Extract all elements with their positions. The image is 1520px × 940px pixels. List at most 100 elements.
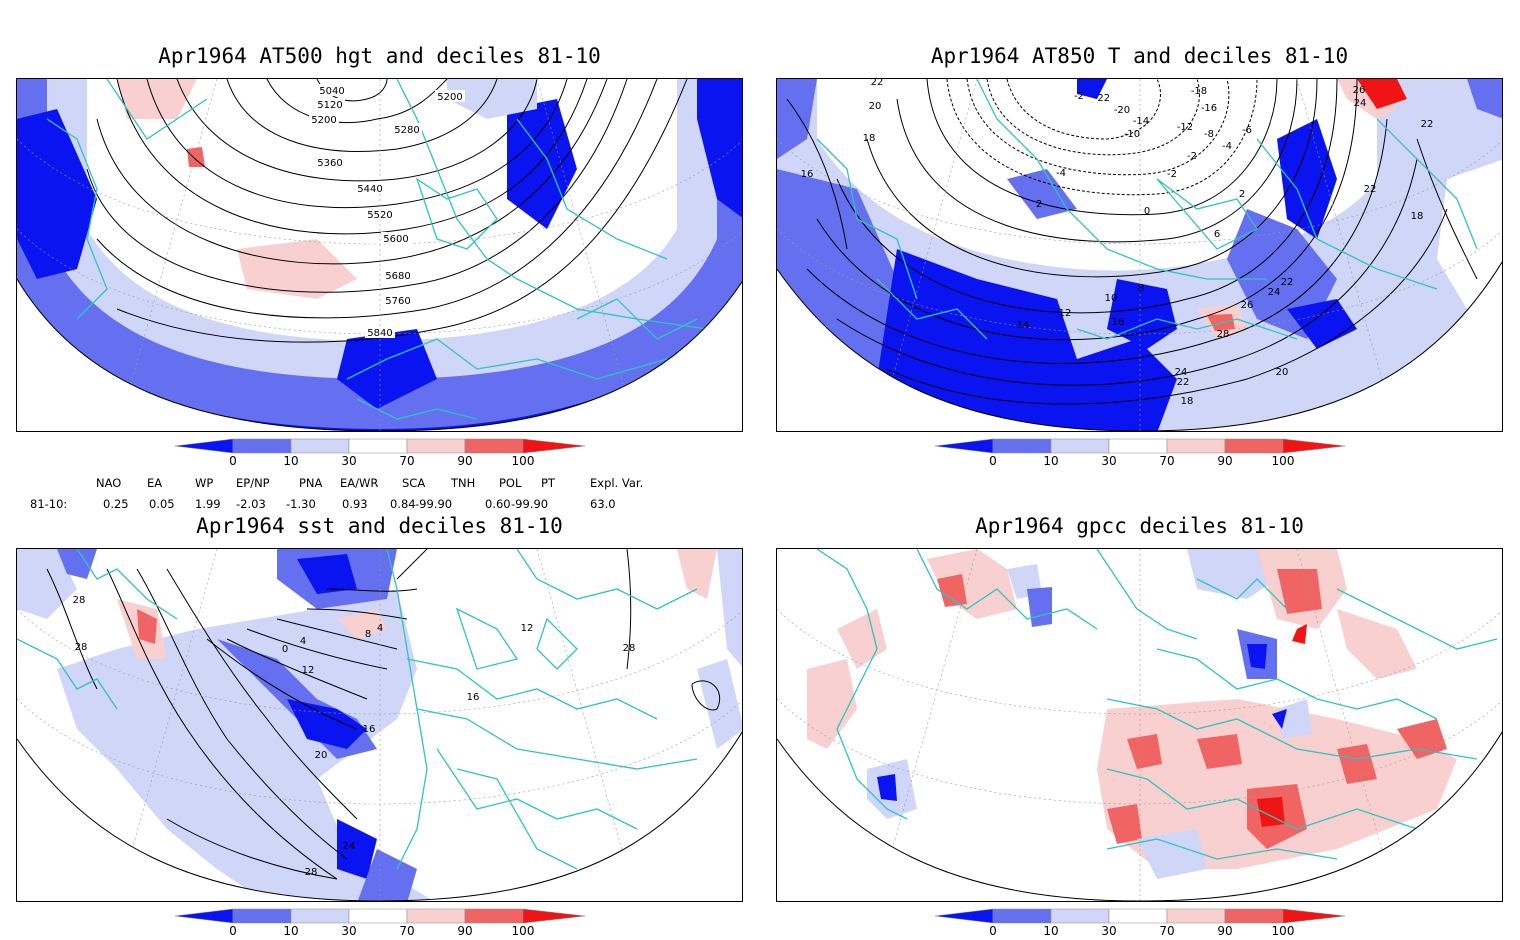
hgt-label: 5680	[385, 271, 410, 282]
colorbar-tick-label: 30	[341, 454, 357, 468]
colorbar-segment	[464, 438, 524, 454]
colorbar-graphic	[934, 908, 1346, 924]
hgt-label: 5040	[319, 86, 344, 97]
index-header: Expl. Var.	[590, 476, 644, 490]
hgt-label: 5200	[437, 92, 462, 103]
map-sst: 28 28 0 4 4 8 12 16 16 20 24 28 28 12	[16, 548, 743, 902]
t850-label: -4	[1056, 168, 1066, 179]
sst-label: 20	[315, 750, 328, 761]
colorbar-t850: 0 10 30 70 90 100	[934, 438, 1346, 469]
sst-label: 28	[73, 595, 86, 606]
colorbar-tick-label: 90	[1217, 454, 1233, 468]
index-value: -99.90	[511, 497, 549, 511]
map-gpcc	[776, 548, 1503, 902]
colorbar-tick-label: 100	[1271, 924, 1295, 938]
colorbar-segment	[1224, 438, 1284, 454]
panel-title-sst: Apr1964 sst and deciles 81-10	[196, 514, 563, 538]
colorbar-segment	[1166, 438, 1226, 454]
colorbar-tick-label: 0	[229, 454, 237, 468]
sst-label: 12	[302, 665, 315, 676]
index-row-label: 81-10:	[30, 497, 68, 511]
colorbar-segment	[232, 908, 292, 924]
t850-label: -6	[1242, 125, 1252, 136]
t850-label: 22	[1364, 184, 1377, 195]
hgt-label: 5120	[317, 100, 342, 111]
colorbar-tick-label: 0	[989, 924, 997, 938]
t850-label: -16	[1201, 103, 1217, 114]
t850-label: -12	[1177, 122, 1193, 133]
hgt-label: 5760	[385, 296, 410, 307]
index-value: 63.0	[590, 497, 616, 511]
index-value: 0.25	[103, 497, 129, 511]
colorbar-tick-label: 30	[1101, 924, 1117, 938]
t850-label: 18	[1411, 211, 1424, 222]
t850-label: 10	[1105, 293, 1118, 304]
t850-label: 22	[1281, 277, 1294, 288]
hgt-label: 5600	[383, 234, 408, 245]
sst-label: 16	[467, 692, 480, 703]
colorbar-segment	[1282, 908, 1346, 924]
colorbar-tick-label: 100	[511, 454, 535, 468]
index-header: WP	[195, 476, 214, 490]
colorbar-segment	[406, 908, 466, 924]
panel-title-gpcc: Apr1964 gpcc deciles 81-10	[975, 514, 1304, 538]
t850-label: -22	[1094, 93, 1110, 104]
t850-label: -2	[1187, 151, 1197, 162]
index-header: EA/WR	[340, 476, 379, 490]
colorbar-tick-label: 70	[399, 924, 415, 938]
colorbar-segment	[1108, 438, 1168, 454]
colorbar-tick-label: 30	[1101, 454, 1117, 468]
colorbar-segment	[290, 908, 350, 924]
colorbar-segment	[1050, 438, 1110, 454]
t850-label: 2	[1036, 199, 1042, 210]
colorbar-segment	[348, 438, 408, 454]
hgt-label: 5840	[367, 328, 392, 339]
index-header: PNA	[299, 476, 323, 490]
index-value: -2.03	[236, 497, 266, 511]
t850-label: 0	[1144, 206, 1150, 217]
hgt-label: 5440	[357, 184, 382, 195]
t850-label: 14	[1017, 320, 1030, 331]
colorbar-segment	[992, 438, 1052, 454]
hgt-label: 5200	[311, 115, 336, 126]
t850-label: -4	[1222, 141, 1232, 152]
t850-label: -14	[1133, 116, 1149, 127]
index-value: 0.60	[485, 497, 511, 511]
colorbar-tick-label: 10	[283, 454, 299, 468]
map-gpcc-graphic	[777, 549, 1502, 901]
indices-value-row: 81-10: 0.25 0.05 1.99 -2.03 -1.30 0.93 0…	[0, 497, 740, 511]
index-value: 1.99	[195, 497, 221, 511]
sst-label: 4	[300, 636, 306, 647]
colorbar-segment	[522, 438, 586, 454]
index-value: 0.84	[390, 497, 416, 511]
map-t850-graphic: 22 20 18 16 -2 -22 -20 -18 -16 -14 -12 -…	[777, 79, 1502, 431]
index-header: POL	[499, 476, 522, 490]
colorbar-tick-label: 10	[1043, 924, 1059, 938]
colorbar-segment	[522, 908, 586, 924]
t850-label: -18	[1191, 86, 1207, 97]
t850-label: 22	[871, 79, 884, 88]
colorbar-tick-label: 100	[1271, 454, 1295, 468]
t850-label: 26	[1241, 300, 1254, 311]
colorbar-segment	[1050, 908, 1110, 924]
panel-title-t850: Apr1964 AT850 T and deciles 81-10	[930, 44, 1349, 68]
colorbar-segment	[1282, 438, 1346, 454]
colorbar-tick-label: 90	[457, 924, 473, 938]
sst-label: 16	[363, 724, 376, 735]
sst-label: 0	[282, 644, 288, 655]
sst-label: 28	[623, 643, 636, 654]
sst-label: 24	[343, 841, 356, 852]
indices-header-row: NAO EA WP EP/NP PNA EA/WR SCA TNH POL PT…	[0, 476, 740, 490]
hgt-label: 5520	[367, 210, 392, 221]
index-header: SCA	[402, 476, 426, 490]
hgt-label: 5360	[317, 158, 342, 169]
sst-label: 28	[75, 642, 88, 653]
index-value: -99.90	[415, 497, 453, 511]
colorbar-segment	[174, 908, 234, 924]
index-value: -1.30	[286, 497, 316, 511]
index-header: TNH	[451, 476, 476, 490]
colorbar-tick-label: 10	[283, 924, 299, 938]
index-header: EP/NP	[236, 476, 270, 490]
t850-label: 12	[1059, 308, 1072, 319]
colorbar-tick-label: 70	[1159, 924, 1175, 938]
